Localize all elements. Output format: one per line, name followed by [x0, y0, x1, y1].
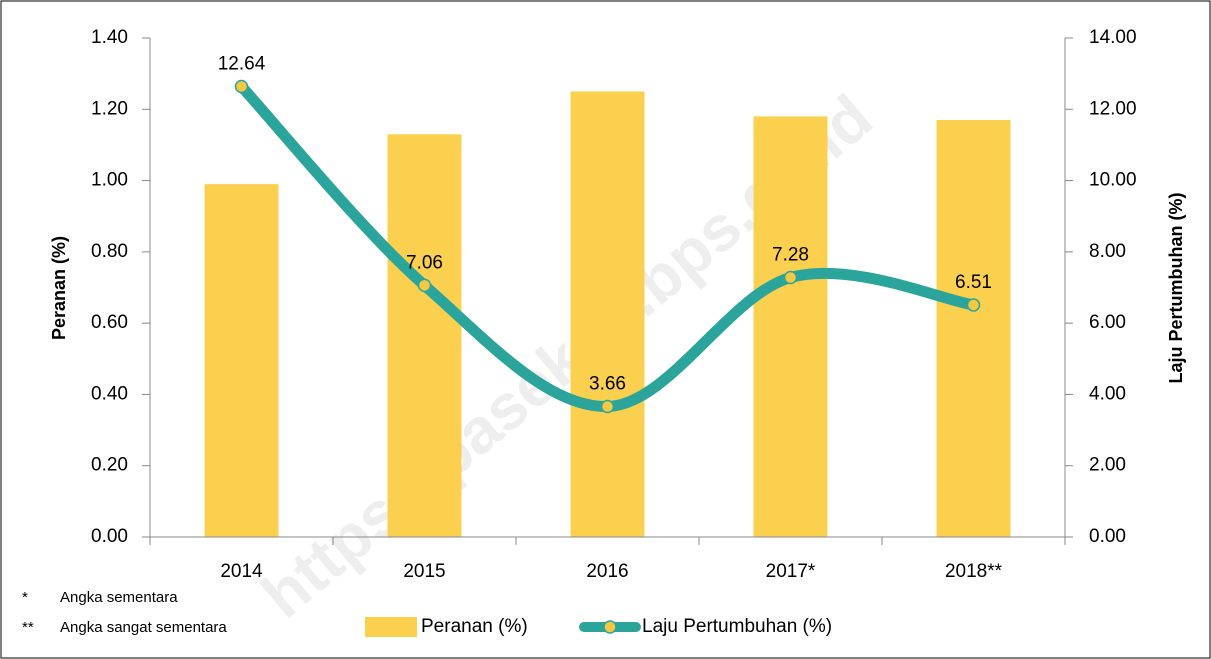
bar — [753, 116, 828, 538]
y2-tick-label: 2.00 — [1089, 455, 1126, 476]
y2-tick-label: 6.00 — [1089, 312, 1126, 333]
legend-label: Peranan (%) — [421, 616, 528, 637]
y-tick-label: 0.40 — [91, 383, 128, 404]
bar — [936, 119, 1011, 537]
marker — [234, 79, 249, 94]
y2-tick-label: 8.00 — [1089, 241, 1126, 262]
legend-label: Laju Pertumbuhan (%) — [642, 616, 832, 637]
y2-tick-label: 0.00 — [1089, 526, 1126, 547]
legend-swatch — [365, 617, 417, 637]
y-tick-label: 0.80 — [91, 241, 128, 262]
note-marker: * — [22, 589, 28, 606]
bar — [570, 91, 645, 537]
marker — [966, 298, 981, 312]
x-tick-label: 2014 — [220, 561, 263, 582]
y-axis-title: Peranan (%) — [49, 236, 69, 340]
note-text: Angka sementara — [60, 589, 178, 606]
y2-tick-label: 14.00 — [1089, 27, 1137, 48]
y2-tick-label: 10.00 — [1089, 170, 1137, 191]
y2-tick-label: 4.00 — [1089, 383, 1126, 404]
bar — [387, 134, 462, 537]
x-tick-label: 2018** — [945, 561, 1003, 582]
x-tick-label: 2017* — [766, 561, 816, 582]
data-label: 6.51 — [955, 272, 992, 293]
marker — [600, 399, 615, 414]
note-marker: ** — [22, 619, 34, 636]
data-label: 12.64 — [218, 53, 266, 74]
y-tick-label: 0.20 — [91, 455, 128, 476]
legend-marker — [603, 620, 617, 634]
y-tick-label: 1.20 — [91, 98, 128, 119]
y-tick-label: 1.40 — [91, 27, 128, 48]
y-tick-label: 1.00 — [91, 170, 128, 191]
note-text: Angka sangat sementara — [60, 619, 227, 636]
marker — [783, 270, 798, 285]
y2-tick-label: 12.00 — [1089, 98, 1137, 119]
y-tick-label: 0.00 — [91, 526, 128, 547]
data-label: 3.66 — [589, 374, 626, 395]
data-label: 7.06 — [406, 252, 443, 273]
y-tick-label: 0.60 — [91, 312, 128, 333]
data-label: 7.28 — [772, 245, 809, 266]
x-tick-label: 2015 — [403, 561, 445, 582]
x-tick-label: 2016 — [586, 561, 628, 582]
marker — [417, 278, 432, 293]
y2-axis-title: Laju Pertumbuhan (%) — [1166, 192, 1186, 383]
bar — [204, 184, 279, 537]
